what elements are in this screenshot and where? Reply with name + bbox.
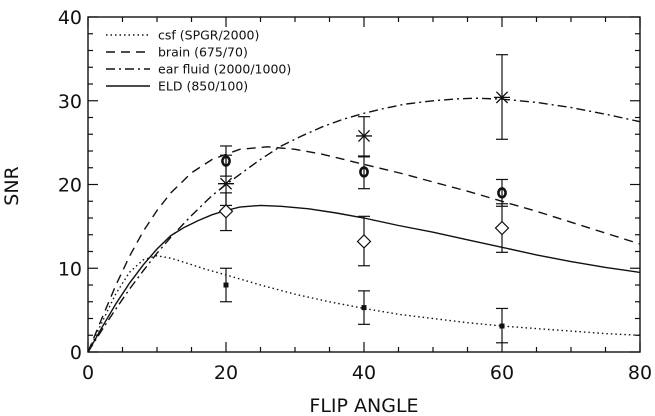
y-tick-label: 0 bbox=[70, 342, 82, 364]
legend-label-brain-675-70: brain (675/70) bbox=[158, 45, 248, 60]
y-tick-label: 10 bbox=[58, 258, 82, 280]
data-point-asterisk bbox=[356, 129, 372, 142]
data-point-square bbox=[361, 305, 367, 311]
x-tick-label: 40 bbox=[352, 362, 376, 384]
y-tick-label: 20 bbox=[58, 175, 82, 197]
legend-label-eld-850-100: ELD (850/100) bbox=[158, 79, 248, 94]
data-points-layer bbox=[218, 54, 510, 344]
y-tick-label: 40 bbox=[58, 7, 82, 29]
data-point-diamond bbox=[218, 203, 234, 219]
y-tick-label: 30 bbox=[58, 91, 82, 113]
legend-label-csf-spgr-2000: csf (SPGR/2000) bbox=[158, 28, 259, 43]
series-line-brain-675-70 bbox=[87, 146, 641, 353]
series-line-ear-fluid-2000-1000 bbox=[87, 97, 641, 353]
x-tick-label: 60 bbox=[490, 362, 514, 384]
data-point-diamond bbox=[494, 220, 510, 236]
data-point-square bbox=[499, 323, 505, 329]
data-point-asterisk bbox=[494, 91, 510, 104]
series-line-csf-spgr-2000 bbox=[87, 254, 641, 353]
data-point-circle bbox=[497, 187, 507, 199]
x-axis-title: FLIP ANGLE bbox=[309, 395, 418, 416]
legend: csf (SPGR/2000) brain (675/70) ear fluid (… bbox=[106, 28, 291, 94]
data-point-diamond bbox=[356, 234, 372, 249]
x-tick-label: 80 bbox=[628, 362, 652, 384]
data-point-asterisk bbox=[218, 177, 234, 190]
data-point-circle bbox=[359, 166, 369, 178]
legend-label-ear-fluid-2000-1000: ear fluid (2000/1000) bbox=[158, 62, 291, 77]
y-axis-title: SNR bbox=[1, 166, 23, 205]
axes-layer: 0 20 40 60 80 0 10 20 30 40 bbox=[58, 7, 652, 384]
x-tick-label: 0 bbox=[82, 362, 94, 384]
x-tick-label: 20 bbox=[214, 362, 238, 384]
data-point-square bbox=[223, 282, 229, 288]
